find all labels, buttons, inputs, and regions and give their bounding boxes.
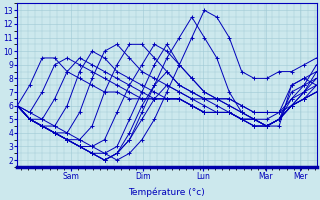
X-axis label: Température (°c): Température (°c) [129,187,205,197]
